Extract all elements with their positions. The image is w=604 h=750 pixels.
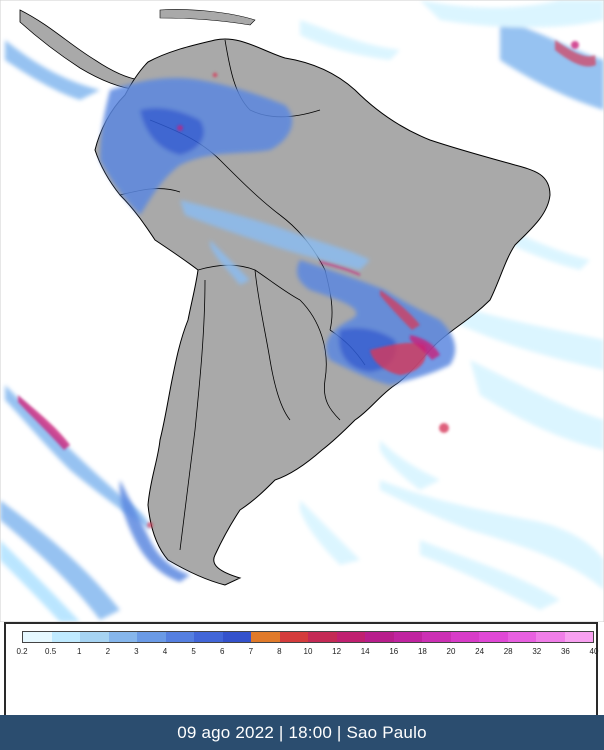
color-scale-tick-label: 28	[503, 647, 513, 656]
color-scale-tick-label: 40	[589, 647, 599, 656]
color-scale-segment	[450, 632, 479, 642]
color-scale-tick-label: 0.5	[45, 647, 57, 656]
color-scale-tick-label: 7	[248, 647, 254, 656]
color-scale-segment	[80, 632, 109, 642]
color-scale-segment	[222, 632, 251, 642]
color-scale-segment	[564, 632, 593, 642]
color-scale-tick-label: 20	[446, 647, 456, 656]
color-scale-tick-label: 3	[134, 647, 139, 656]
land-heavy-cells	[147, 72, 440, 528]
color-scale-segment	[536, 632, 565, 642]
color-scale-tick-label: 14	[360, 647, 370, 656]
color-scale-segment	[137, 632, 166, 642]
color-scale-tick-label: 12	[332, 647, 342, 656]
color-scale-segment	[194, 632, 223, 642]
color-scale-ticks: 0.2 0.5 1 2 3 4 5 6 7 8 10 12 14 16 18 20 24 28 32 36 40	[16, 647, 598, 661]
color-scale-segment	[336, 632, 365, 642]
color-scale-tick-label: 1	[76, 647, 82, 656]
ocean-heavy-cells	[18, 40, 596, 450]
color-scale-segment	[51, 632, 80, 642]
color-scale-segment	[393, 632, 422, 642]
color-scale-tick-label: 36	[560, 647, 570, 656]
caribbean-island	[159, 9, 256, 26]
color-scale-segment	[479, 632, 508, 642]
color-scale-segment	[108, 632, 137, 642]
color-scale-tick-label: 5	[191, 647, 196, 656]
south-america-landmass	[94, 38, 551, 586]
color-scale-segment	[165, 632, 194, 642]
color-scale-tick-label: 8	[277, 647, 282, 656]
precipitation-legend: 0.2 0.5 1 2 3 4 5 6 7 8 10 12 14 16 18 20 24 28 32 36 40	[0, 622, 604, 715]
color-scale-tick-label: 10	[303, 647, 313, 656]
color-scale-segment	[422, 632, 451, 642]
color-scale-tick-label: 6	[219, 647, 225, 656]
caption-bar: 09 ago 2022 | 18:00 | Sao Paulo	[0, 715, 604, 750]
map-canvas	[0, 0, 604, 622]
color-scale-segment	[23, 632, 52, 642]
color-scale-tick-label: 4	[162, 647, 168, 656]
color-scale-segment	[279, 632, 308, 642]
color-scale-bar	[22, 631, 594, 643]
color-scale-segment	[308, 632, 337, 642]
color-scale-tick-label: 2	[105, 647, 111, 656]
color-scale-segment	[507, 632, 536, 642]
color-scale-tick-label: 0.2	[16, 647, 28, 656]
color-scale-tick-label: 16	[389, 647, 399, 656]
map-caption: 09 ago 2022 | 18:00 | Sao Paulo	[177, 722, 427, 742]
legend-frame	[4, 622, 598, 715]
precipitation-map	[0, 0, 604, 622]
color-scale-tick-label: 24	[475, 647, 485, 656]
color-scale-segment	[365, 632, 394, 642]
color-scale-tick-label: 18	[417, 647, 427, 656]
color-scale-segment	[251, 632, 280, 642]
color-scale-tick-label: 32	[532, 647, 542, 656]
